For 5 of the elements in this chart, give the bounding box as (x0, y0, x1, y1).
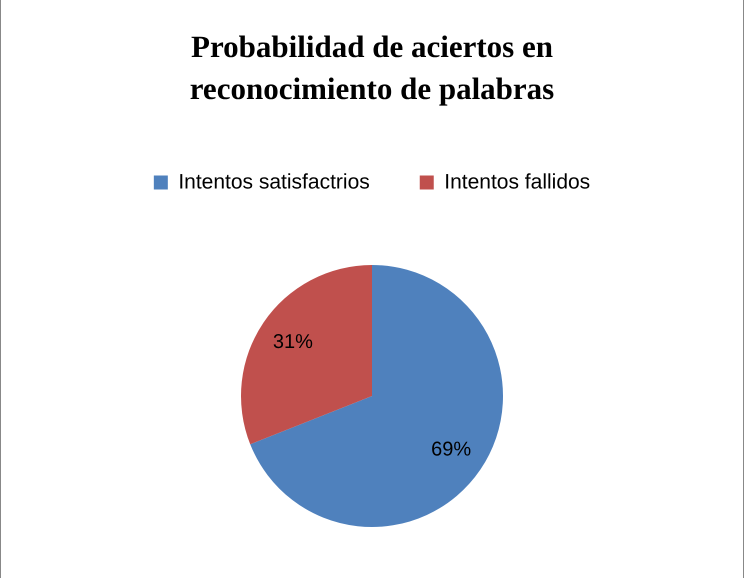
legend-label: Intentos satisfactrios (178, 170, 370, 194)
data-label: 69% (431, 438, 472, 460)
chart-title: Probabilidad de aciertos en reconocimiento de palabras (188, 28, 556, 108)
data-label: 31% (272, 330, 314, 353)
legend-label: Intentos fallidos (444, 170, 590, 194)
